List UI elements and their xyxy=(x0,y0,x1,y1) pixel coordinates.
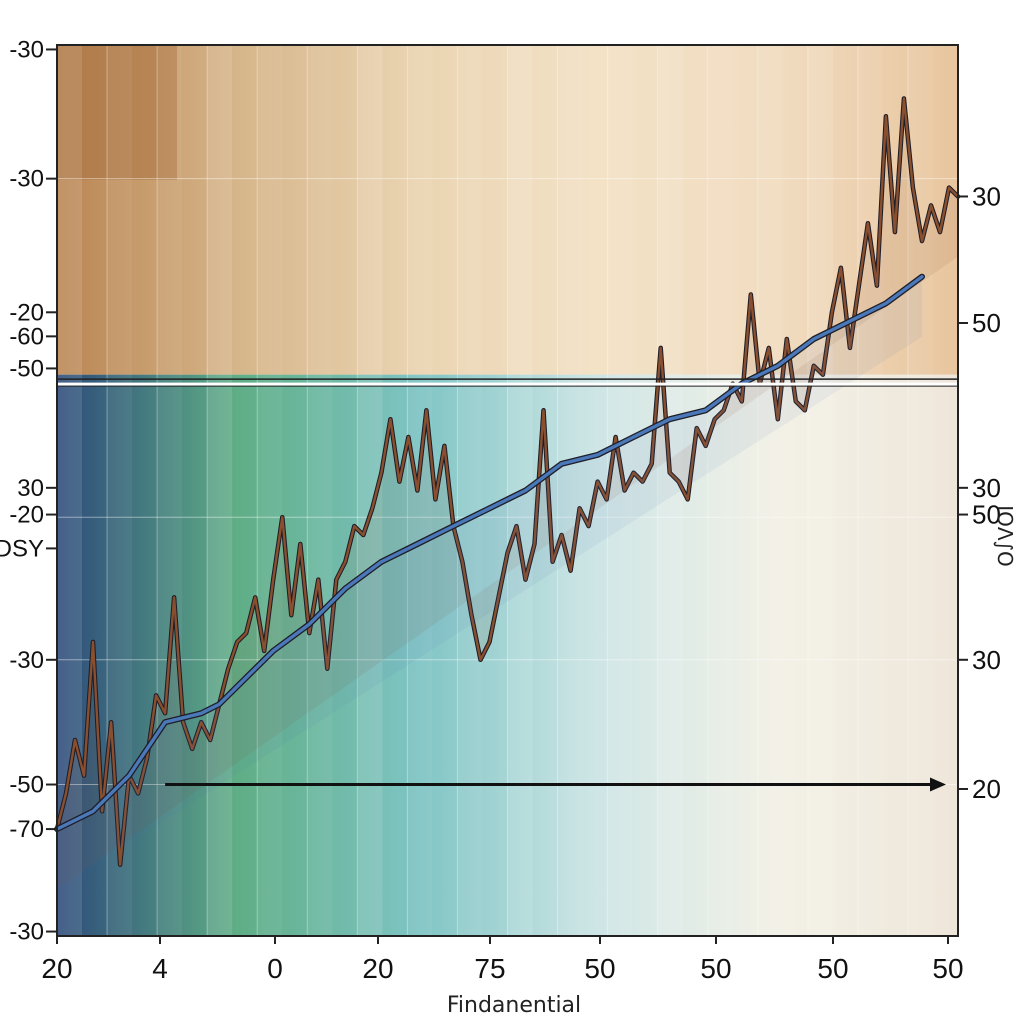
right-tick-label: 30 xyxy=(972,473,1001,503)
left-tick-label: -30 xyxy=(9,166,44,193)
plot-frame xyxy=(56,44,959,937)
series-group xyxy=(54,96,961,890)
right-tick-label: 30 xyxy=(972,645,1001,675)
series-line xyxy=(55,97,960,866)
background-stripe xyxy=(257,45,283,936)
background-stripe xyxy=(307,45,333,936)
right-axis-label: ΙОΛ∫O xyxy=(993,505,1017,566)
left-tick-label: -70 xyxy=(9,816,44,843)
background-stripe xyxy=(707,45,733,936)
x-axis-label: Findanential xyxy=(447,993,581,1018)
background-stripe xyxy=(407,45,433,936)
background-stripe xyxy=(807,45,833,936)
x-tick-label: 4 xyxy=(152,953,168,984)
x-tick-label: 50 xyxy=(932,953,963,984)
series-shadow xyxy=(57,276,922,890)
background-stripe xyxy=(557,45,583,936)
x-tick-label: 50 xyxy=(584,953,615,984)
plot-background xyxy=(56,45,958,936)
background-stripe xyxy=(57,45,83,936)
left-tick-label: -60 xyxy=(9,323,44,350)
right-tick-label: 50 xyxy=(972,500,1001,530)
x-tick-label: 20 xyxy=(41,953,72,984)
background-band-upper xyxy=(57,45,958,375)
left-tick-label: -50 xyxy=(9,772,44,799)
background-band-lower xyxy=(57,374,958,936)
right-tick-label: 50 xyxy=(972,308,1001,338)
left-tick-label: -30 xyxy=(9,36,44,63)
left-tick-label: -30 xyxy=(9,919,44,946)
plot-border xyxy=(56,44,959,937)
annotations-group xyxy=(57,378,958,792)
series-shadow xyxy=(57,98,958,890)
bottom-axis: 20 4 0 20 75 50 50 50 50 xyxy=(41,936,964,984)
annotation-arrow-head xyxy=(930,777,946,792)
left-tick-label: DSY xyxy=(0,535,44,562)
x-tick-label: 20 xyxy=(362,953,393,984)
background-stripe xyxy=(857,45,883,936)
left-tick-label: -50 xyxy=(9,355,44,382)
x-tick-label: 75 xyxy=(474,953,505,984)
left-tick-label: -20 xyxy=(9,502,44,529)
x-tick-label: 50 xyxy=(700,953,731,984)
left-tick-label: -30 xyxy=(9,647,44,674)
left-tick-label: 30 xyxy=(17,475,44,502)
background-stripe xyxy=(757,45,783,936)
right-tick-label: 20 xyxy=(972,774,1001,804)
background-stripe xyxy=(157,45,183,936)
x-tick-label: 0 xyxy=(267,953,283,984)
background-stripe xyxy=(207,45,233,936)
series-line xyxy=(55,275,924,831)
x-tick-label: 50 xyxy=(817,953,848,984)
background-stripe xyxy=(607,45,633,936)
left-tick-label: -20 xyxy=(9,299,44,326)
background-stripe xyxy=(457,45,483,936)
right-tick-label: 30 xyxy=(972,181,1001,211)
background-stripe xyxy=(657,45,683,936)
background-band-accent xyxy=(57,45,177,180)
